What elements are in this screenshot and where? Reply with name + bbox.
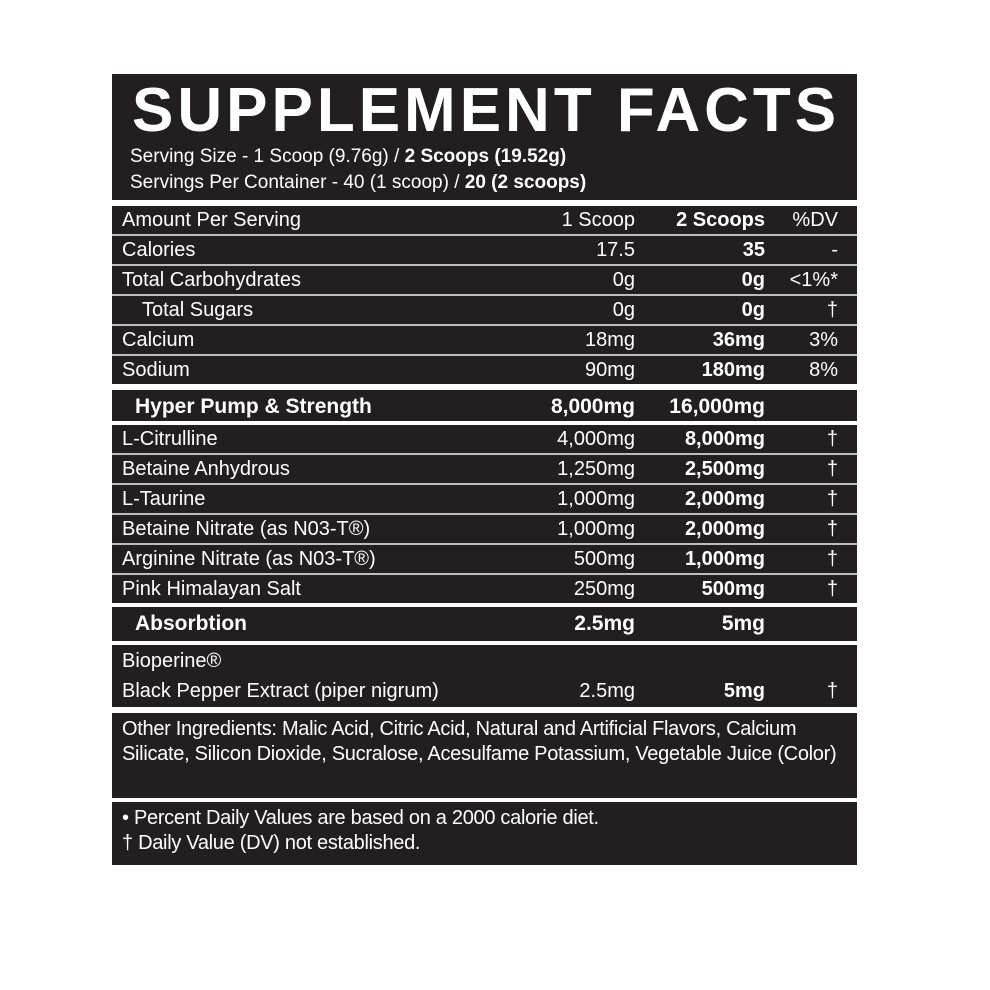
blend1_items-3-label: Betaine Nitrate (as N03-T®) bbox=[122, 518, 371, 540]
blend1_items-0-c2: 8,000mg bbox=[684, 428, 765, 450]
servings_per_container-label: Servings Per Container - 40 (1 scoop) / bbox=[130, 172, 465, 193]
blend1_items-1-c3: † bbox=[826, 458, 838, 480]
ingredient-row: L-Citrulline 4,000mg 8,000mg † bbox=[112, 425, 857, 453]
serving_size-bold: 2 Scoops (19.52g) bbox=[404, 146, 567, 167]
header_row-c2: 2 Scoops bbox=[676, 209, 765, 231]
ingredient-row: L-Taurine 1,000mg 2,000mg † bbox=[112, 483, 857, 513]
nutrients-3-c1: 18mg bbox=[584, 329, 635, 351]
nutrient-row: Total Carbohydrates 0g 0g <1%* bbox=[112, 264, 857, 294]
nutrients-1-c1: 0g bbox=[612, 269, 635, 291]
nutrients-2-label: Total Sugars bbox=[142, 299, 254, 321]
blend2-c1: 2.5mg bbox=[574, 612, 635, 635]
blend-ingredients: L-Citrulline 4,000mg 8,000mg † Betaine Anhy… bbox=[112, 425, 857, 603]
blend1_items-2-c2: 2,000mg bbox=[684, 488, 765, 510]
blend1_items-4-label: Arginine Nitrate (as N03-T®) bbox=[122, 548, 376, 570]
blend1_items-5-c2: 500mg bbox=[701, 578, 765, 600]
nutrient-table: Amount Per Serving 1 Scoop 2 Scoops %DV … bbox=[112, 206, 857, 384]
nutrients-2-c1: 0g bbox=[612, 299, 635, 321]
nutrients-0-label: Calories bbox=[122, 239, 196, 261]
nutrients-3-c3: 3% bbox=[809, 329, 838, 351]
blend1_items-1-c1: 1,250mg bbox=[557, 458, 635, 480]
nutrient-row: Total Sugars 0g 0g † bbox=[112, 294, 857, 324]
nutrients-2-c2: 0g bbox=[741, 299, 765, 321]
blend2-label: Absorbtion bbox=[135, 612, 247, 635]
blend1_items-4-c2: 1,000mg bbox=[684, 548, 765, 570]
header_row-label: Amount Per Serving bbox=[122, 209, 301, 231]
facts-header: SUPPLEMENT FACTS Serving Size - 1 Scoop … bbox=[112, 74, 857, 200]
blend1_items-3-c2: 2,000mg bbox=[684, 518, 765, 540]
nutrient-row: Sodium 90mg 180mg 8% bbox=[112, 354, 857, 384]
ingredient-row: Betaine Nitrate (as N03-T®) 1,000mg 2,000m… bbox=[112, 513, 857, 543]
blend1_items-1-c2: 2,500mg bbox=[684, 458, 765, 480]
header_row-c1: 1 Scoop bbox=[561, 209, 635, 231]
supplement-facts-panel: SUPPLEMENT FACTS Serving Size - 1 Scoop … bbox=[112, 74, 857, 865]
nutrients-0-c2: 35 bbox=[742, 239, 765, 261]
blend1_items-0-c3: † bbox=[826, 428, 838, 450]
blend1-label: Hyper Pump & Strength bbox=[135, 395, 372, 418]
blend1_items-5-c3: † bbox=[826, 578, 838, 600]
blend2_item-line1: Bioperine® bbox=[122, 650, 222, 672]
blend-absorbtion: Absorbtion 2.5mg 5mg bbox=[112, 607, 857, 641]
serving-size: Serving Size - 1 Scoop (9.76g) / 2 Scoop… bbox=[130, 146, 566, 168]
nutrients-1-label: Total Carbohydrates bbox=[122, 269, 301, 291]
nutrients-1-c3: <1%* bbox=[789, 269, 838, 291]
blend1_items-2-label: L-Taurine bbox=[122, 488, 206, 510]
servings_per_container-bold: 20 (2 scoops) bbox=[464, 172, 587, 193]
nutrients-4-label: Sodium bbox=[122, 359, 190, 381]
nutrient-row: Calcium 18mg 36mg 3% bbox=[112, 324, 857, 354]
ingredient-row: Pink Himalayan Salt 250mg 500mg † bbox=[112, 573, 857, 603]
nutrients-0-c1: 17.5 bbox=[596, 239, 635, 261]
blend1_items-0-c1: 4,000mg bbox=[557, 428, 635, 450]
nutrients-2-c3: † bbox=[826, 299, 838, 321]
footnote-dagger: † Daily Value (DV) not established. bbox=[122, 832, 421, 854]
blend2-c2: 5mg bbox=[721, 612, 765, 635]
blend1_items-3-c3: † bbox=[826, 518, 838, 540]
blend2_item-c2: 5mg bbox=[723, 680, 765, 702]
blend1_items-5-label: Pink Himalayan Salt bbox=[122, 578, 301, 600]
blend1-c1: 8,000mg bbox=[550, 395, 635, 418]
blend1_items-3-c1: 1,000mg bbox=[557, 518, 635, 540]
blend1-c2: 16,000mg bbox=[669, 395, 765, 418]
nutrient-row: Calories 17.5 35 - bbox=[112, 234, 857, 264]
other-ingredients: Other Ingredients: Malic Acid, Citric Ac… bbox=[112, 713, 857, 798]
header_row-c3: %DV bbox=[792, 209, 838, 231]
facts-title: SUPPLEMENT FACTS bbox=[132, 76, 841, 145]
nutrients-1-c2: 0g bbox=[741, 269, 765, 291]
blend1_items-0-label: L-Citrulline bbox=[122, 428, 218, 450]
blend1_items-2-c3: † bbox=[826, 488, 838, 510]
nutrients-3-label: Calcium bbox=[122, 329, 195, 351]
nutrients-4-c1: 90mg bbox=[584, 359, 635, 381]
column-header-row: Amount Per Serving 1 Scoop 2 Scoops %DV bbox=[112, 206, 857, 234]
footnotes: • Percent Daily Values are based on a 20… bbox=[112, 802, 857, 865]
ingredient-row: Betaine Anhydrous 1,250mg 2,500mg † bbox=[112, 453, 857, 483]
blend1_items-2-c1: 1,000mg bbox=[557, 488, 635, 510]
bioperine-row: Bioperine® Black Pepper Extract (piper n… bbox=[112, 645, 857, 707]
ingredient-row: Arginine Nitrate (as N03-T®) 500mg 1,000mg… bbox=[112, 543, 857, 573]
blend-hyper-pump: Hyper Pump & Strength 8,000mg 16,000mg bbox=[112, 390, 857, 421]
blend1_items-1-label: Betaine Anhydrous bbox=[122, 458, 290, 480]
nutrients-4-c3: 8% bbox=[809, 359, 838, 381]
blend1_items-4-c3: † bbox=[826, 548, 838, 570]
servings-per-container: Servings Per Container - 40 (1 scoop) / … bbox=[130, 172, 586, 194]
blend2_item-c1: 2.5mg bbox=[579, 680, 635, 702]
blend1_items-5-c1: 250mg bbox=[573, 578, 635, 600]
nutrients-4-c2: 180mg bbox=[701, 359, 765, 381]
nutrients-0-c3: - bbox=[831, 239, 838, 261]
blend2_item-c3: † bbox=[826, 680, 838, 702]
nutrients-3-c2: 36mg bbox=[712, 329, 765, 351]
serving_size-label: Serving Size - 1 Scoop (9.76g) / bbox=[130, 146, 405, 167]
blend1_items-4-c1: 500mg bbox=[573, 548, 635, 570]
footnote-dv: • Percent Daily Values are based on a 20… bbox=[122, 807, 599, 829]
blend2_item-label: Black Pepper Extract (piper nigrum) bbox=[122, 680, 439, 702]
